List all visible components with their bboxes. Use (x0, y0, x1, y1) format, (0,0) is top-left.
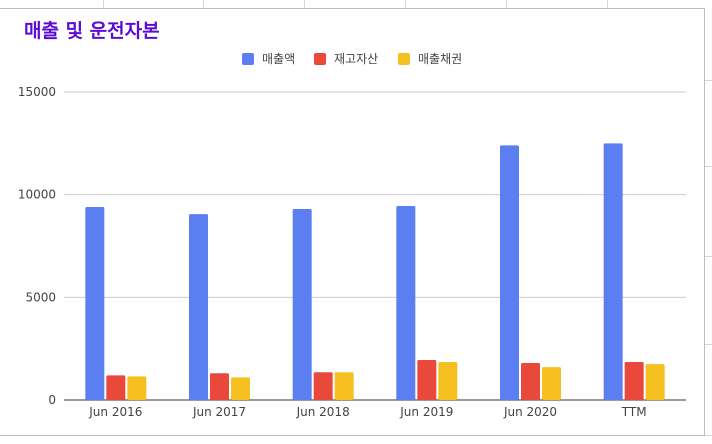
bar (417, 359, 437, 400)
bar (292, 209, 312, 400)
y-tick-label: 0 (48, 393, 56, 407)
legend-label-receivables: 매출채권 (418, 52, 463, 66)
bar (85, 206, 105, 400)
bar (438, 362, 458, 400)
bar (624, 362, 644, 400)
legend-label-sales: 매출액 (262, 52, 296, 66)
bar (231, 377, 250, 400)
bar (542, 367, 561, 400)
chart-container[interactable] (0, 8, 705, 436)
bar (645, 364, 665, 400)
legend-label-inventory: 재고자산 (334, 52, 379, 66)
bar (210, 373, 229, 400)
legend-swatch-receivables (398, 52, 410, 65)
legend-item-sales[interactable]: 매출액 (242, 50, 295, 67)
spreadsheet-gridlines-right (705, 8, 712, 443)
bar (189, 214, 208, 400)
x-tick-label: Jun 2016 (88, 405, 142, 419)
x-tick-label: Jun 2019 (399, 405, 453, 419)
bar (603, 143, 623, 401)
bar (313, 372, 333, 400)
bar (500, 145, 519, 400)
bar (106, 375, 126, 400)
bar (521, 363, 540, 400)
bar (127, 376, 147, 400)
x-tick-label: Jun 2020 (503, 405, 557, 419)
bar (334, 372, 354, 400)
y-tick-label: 10000 (18, 188, 56, 202)
legend-item-receivables[interactable]: 매출채권 (398, 50, 462, 67)
y-tick-label: 15000 (18, 85, 56, 99)
x-tick-label: Jun 2018 (296, 405, 350, 419)
chart-title: 매출 및 운전자본 (24, 20, 160, 42)
x-tick-label: TTM (621, 405, 647, 419)
legend-item-inventory[interactable]: 재고자산 (314, 50, 378, 67)
chart-legend: 매출액 재고자산 매출채권 (0, 50, 712, 68)
bar (396, 205, 416, 400)
legend-swatch-sales (242, 52, 254, 65)
y-tick-label: 5000 (25, 290, 56, 304)
x-tick-label: Jun 2017 (192, 405, 246, 419)
legend-swatch-inventory (314, 52, 326, 65)
